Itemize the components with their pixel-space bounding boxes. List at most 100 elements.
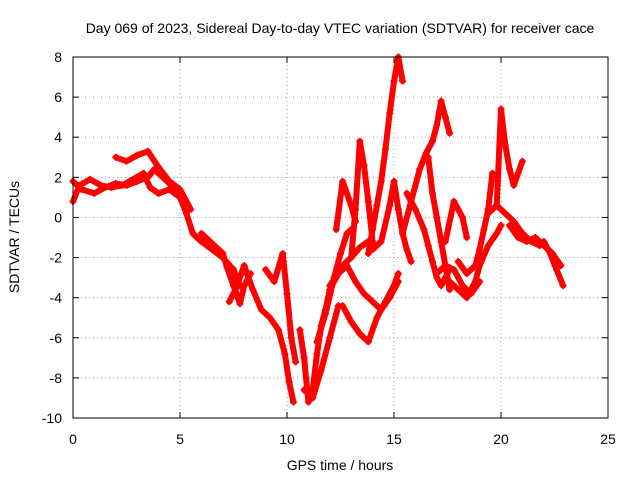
data-point <box>403 189 411 197</box>
data-point <box>343 229 351 237</box>
data-point <box>441 262 449 270</box>
data-point <box>140 169 148 177</box>
data-point <box>304 398 312 406</box>
data-point <box>403 246 411 254</box>
x-tick-label: 20 <box>493 431 509 447</box>
data-point <box>123 157 130 165</box>
data-point <box>281 350 289 358</box>
data-point <box>471 278 479 286</box>
data-point <box>285 378 293 386</box>
series-trace <box>112 148 194 213</box>
data-point <box>476 246 484 254</box>
data-point <box>390 177 398 185</box>
data-point <box>360 290 368 298</box>
data-point <box>101 183 109 191</box>
data-point <box>454 286 462 294</box>
data-point <box>429 189 437 197</box>
y-tick-label: 0 <box>54 209 62 225</box>
data-point <box>493 229 501 237</box>
data-point <box>514 169 522 177</box>
data-point <box>351 205 359 213</box>
series-sat-y <box>506 221 565 270</box>
data-point <box>420 225 428 233</box>
data-point <box>463 234 471 241</box>
data-point <box>313 350 321 358</box>
data-point <box>548 250 556 258</box>
data-point <box>332 225 340 233</box>
series-trace <box>226 262 297 405</box>
y-tick-label: 6 <box>54 89 62 105</box>
x-tick-label: 5 <box>176 431 184 447</box>
data-point <box>155 189 163 197</box>
series-sat-d <box>197 229 255 308</box>
chart-title: Day 069 of 2023, Sidereal Day-to-day VTE… <box>86 20 595 36</box>
series-trace <box>425 154 453 293</box>
data-point <box>364 250 372 258</box>
data-point <box>407 258 415 266</box>
data-point <box>189 229 197 237</box>
data-point <box>506 221 514 229</box>
data-point <box>287 334 295 342</box>
series-sat-u <box>441 197 471 246</box>
data-point <box>497 221 505 229</box>
data-point <box>523 238 531 246</box>
data-point <box>506 165 514 173</box>
data-point <box>197 238 205 246</box>
data-point <box>112 153 120 161</box>
data-point <box>144 173 152 181</box>
data-point <box>518 157 526 165</box>
data-point <box>343 189 351 197</box>
data-point <box>223 264 231 272</box>
data-point <box>377 238 385 246</box>
x-tick-label: 25 <box>600 431 616 447</box>
data-point <box>230 266 237 274</box>
data-point <box>471 262 479 270</box>
series-sat-f <box>262 250 300 366</box>
series-trace <box>339 270 402 345</box>
data-point <box>446 286 454 294</box>
data-point <box>394 205 402 213</box>
data-point <box>232 286 240 294</box>
data-point <box>416 165 424 173</box>
data-point <box>313 338 321 346</box>
series-trace <box>70 166 188 203</box>
data-point <box>289 398 297 406</box>
data-point <box>356 330 364 338</box>
series-sat-e <box>225 262 297 406</box>
data-point <box>373 201 381 209</box>
data-point <box>429 258 437 266</box>
data-point <box>296 326 304 334</box>
data-point <box>458 213 466 221</box>
data-point <box>86 175 94 183</box>
y-tick-label: 8 <box>54 49 62 65</box>
data-point <box>441 113 449 121</box>
data-point <box>493 201 501 209</box>
series-trace <box>493 106 526 209</box>
data-point <box>322 310 330 318</box>
data-point <box>364 338 372 346</box>
plot-frame <box>72 56 609 419</box>
data-point <box>334 270 342 278</box>
data-point <box>347 318 355 326</box>
data-point <box>377 177 385 185</box>
y-tick-label: -4 <box>50 290 63 306</box>
data-point <box>514 234 522 241</box>
data-point <box>386 109 394 117</box>
data-point <box>317 366 325 374</box>
data-point <box>369 298 377 306</box>
data-point <box>262 266 270 274</box>
data-point <box>240 282 248 290</box>
data-point <box>540 242 548 250</box>
series-trace <box>442 198 470 245</box>
data-point <box>458 282 466 290</box>
data-point <box>225 298 233 306</box>
y-tick-label: 2 <box>54 169 62 185</box>
data-point <box>501 141 509 149</box>
data-point <box>369 225 377 233</box>
data-point <box>450 266 458 274</box>
data-point <box>351 278 359 286</box>
data-point <box>347 254 355 262</box>
data-point <box>441 238 449 246</box>
data-point <box>394 270 402 278</box>
data-point <box>270 278 278 286</box>
